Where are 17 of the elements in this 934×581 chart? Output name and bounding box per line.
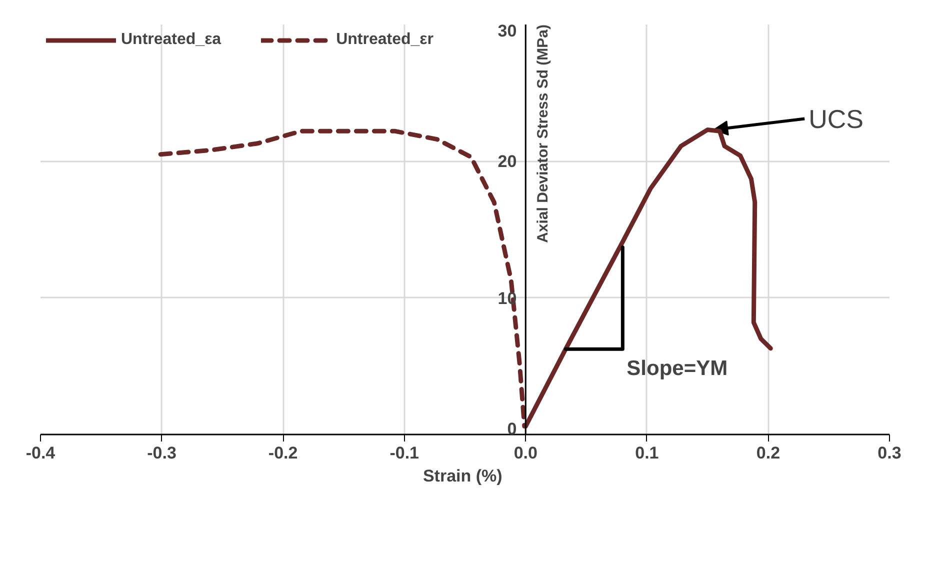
x-tick-label: -0.3	[147, 444, 176, 462]
legend-label: Untreated_εr	[336, 31, 434, 49]
legend-label: Untreated_εa	[121, 31, 222, 49]
annotation: Slope=YM	[626, 357, 728, 380]
x-tick-label: -0.1	[390, 444, 420, 462]
annotation: UCS	[808, 104, 864, 134]
x-tick-label: 0.1	[635, 444, 659, 462]
y-tick-label: 30	[498, 22, 517, 40]
y-tick-label: 10	[498, 288, 517, 308]
x-axis-title: Strain (%)	[422, 466, 502, 486]
y-axis-title: Axial Deviator Stress Sd (MPa)	[534, 24, 552, 243]
x-tick-label: -0.4	[26, 444, 56, 462]
y-tick-label: 20	[498, 152, 517, 172]
x-tick-label: -0.2	[268, 444, 298, 462]
x-tick-label: 0.2	[756, 444, 780, 462]
x-tick-label: 0.3	[878, 444, 902, 462]
x-tick-label: 0.0	[514, 444, 538, 462]
